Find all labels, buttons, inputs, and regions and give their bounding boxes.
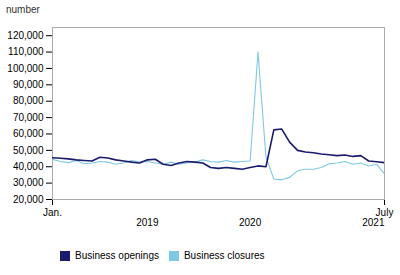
svg-text:20,000: 20,000 — [13, 194, 44, 205]
html-text:Business closures: Business closures — [184, 250, 265, 261]
svg-text:30,000: 30,000 — [13, 177, 44, 188]
html-text:Business openings: Business openings — [75, 250, 159, 261]
svg-text:40,000: 40,000 — [13, 161, 44, 172]
svg-text:2019: 2019 — [136, 217, 159, 228]
svg-text:60,000: 60,000 — [13, 128, 44, 139]
svg-text:2021: 2021 — [362, 217, 385, 228]
svg-text:120,000: 120,000 — [7, 30, 44, 41]
html-text:number: number — [6, 4, 40, 15]
svg-text:Jan.: Jan. — [43, 207, 62, 218]
svg-text:110,000: 110,000 — [8, 46, 44, 57]
svg-text:50,000: 50,000 — [13, 145, 44, 156]
svg-text:90,000: 90,000 — [13, 79, 44, 90]
svg-text:July: July — [375, 206, 394, 218]
svg-text:70,000: 70,000 — [13, 112, 44, 123]
svg-text:2020: 2020 — [239, 217, 262, 228]
svg-text:100,000: 100,000 — [7, 63, 44, 74]
svg-text:80,000: 80,000 — [13, 95, 44, 106]
